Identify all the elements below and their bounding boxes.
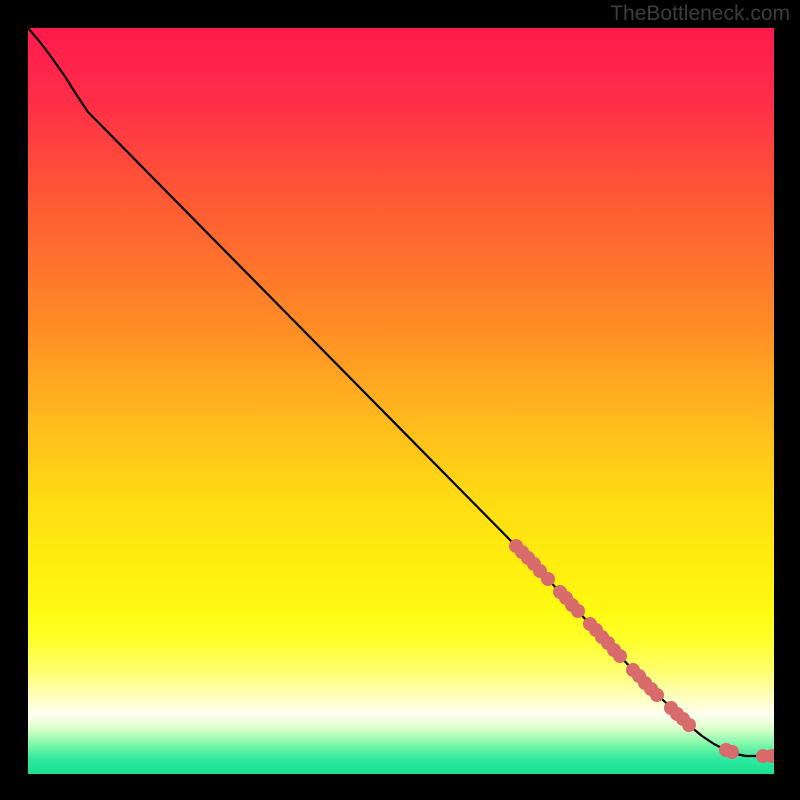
- data-marker: [542, 573, 555, 586]
- data-marker: [614, 650, 627, 663]
- watermark-text: TheBottleneck.com: [610, 2, 790, 26]
- chart-container: TheBottleneck.com: [0, 0, 800, 800]
- chart-svg: [28, 28, 774, 774]
- gradient-background: [28, 28, 774, 774]
- plot-area: [28, 28, 774, 774]
- data-marker: [766, 750, 775, 763]
- data-marker: [683, 719, 696, 732]
- data-marker: [651, 689, 664, 702]
- data-marker: [726, 746, 739, 759]
- data-marker: [572, 605, 585, 618]
